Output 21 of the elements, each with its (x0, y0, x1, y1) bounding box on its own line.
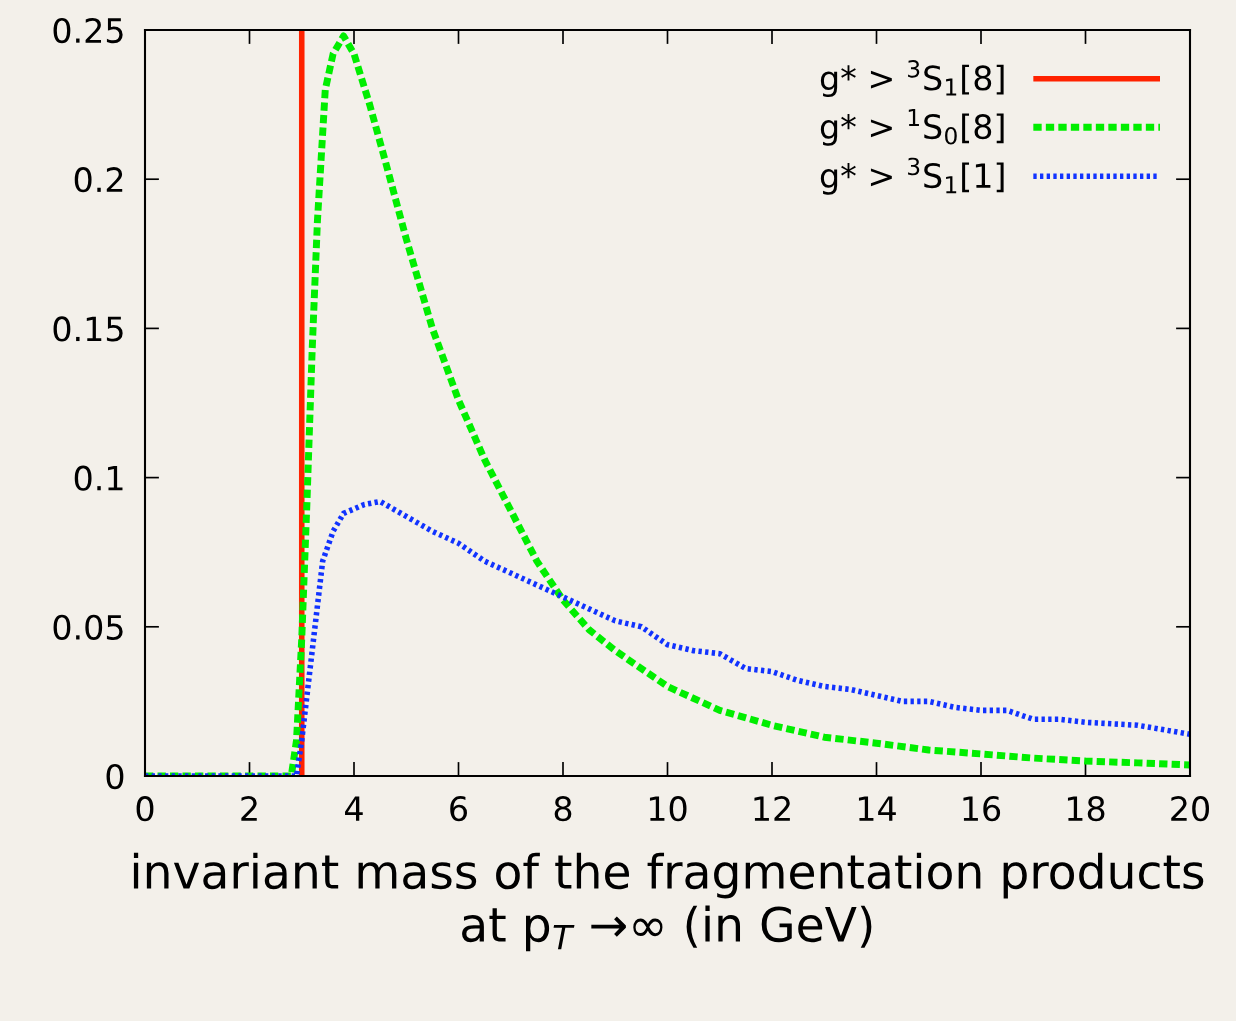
x-tick-label: 12 (754, 796, 790, 821)
y-tick-label: 0.05 (53, 614, 123, 640)
x-tick-label: 0 (136, 796, 154, 822)
x-tick-label: 2 (241, 796, 257, 821)
x-tick-label: 10 (649, 796, 687, 822)
x-axis-title: invariant mass of the fragmentation products at p$_{T}$ →∞ (in GeV) (133, 852, 1204, 952)
x-tick-label: 18 (1067, 796, 1105, 822)
legend-label: g* > $^{1}$S$_{0}$[8] (820, 109, 1004, 146)
legend-label: g* > $^{3}$S$_{1}$[8] (820, 60, 1004, 98)
y-tick-label: 0.15 (53, 316, 123, 342)
x-tick-label: 6 (450, 796, 468, 822)
x-tick-label: 4 (345, 796, 363, 821)
legend-label: g* > $^{3}$S$_{1}$[1] (820, 157, 1004, 195)
y-tick-label: 0.2 (74, 167, 123, 193)
x-tick-label: 8 (554, 796, 572, 822)
x-tick-label: 16 (963, 796, 1001, 822)
y-tick-label: 0 (106, 763, 124, 790)
y-tick-label: 0.25 (53, 17, 123, 44)
x-tick-label: 20 (1171, 796, 1209, 822)
y-tick-label: 0.1 (74, 465, 123, 491)
x-tick-label: 14 (858, 796, 896, 821)
